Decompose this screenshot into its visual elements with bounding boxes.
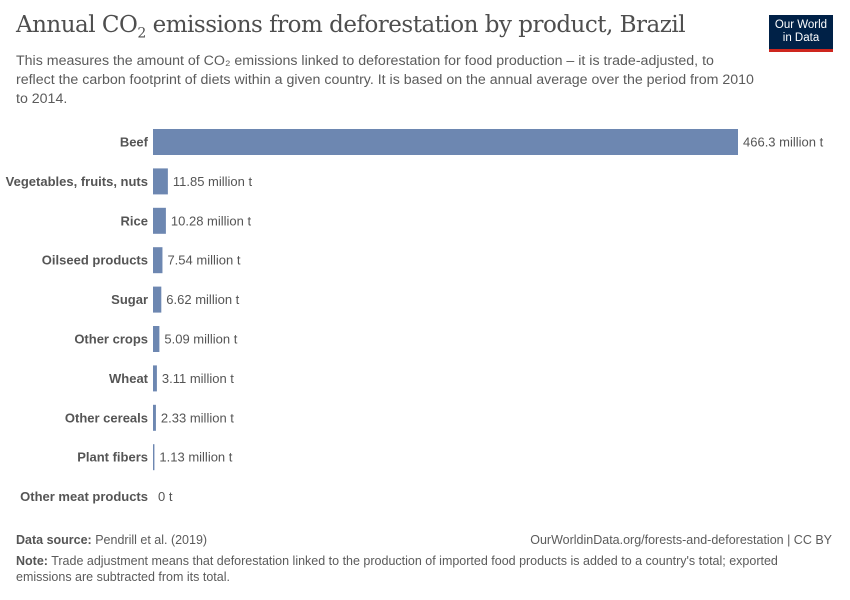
bar[interactable] <box>153 326 160 352</box>
value-label: 7.54 million t <box>167 253 240 268</box>
chart-subtitle: This measures the amount of CO₂ emission… <box>16 53 754 107</box>
value-label: 6.62 million t <box>166 292 239 307</box>
bar[interactable] <box>153 247 163 274</box>
category-label: Plant fibers <box>77 450 148 465</box>
chart-title: Annual CO2 emissions from deforestation … <box>16 12 686 42</box>
category-label: Other meat products <box>20 489 148 504</box>
value-label: 10.28 million t <box>171 213 252 228</box>
category-label: Vegetables, fruits, nuts <box>6 174 148 189</box>
value-label: 2.33 million t <box>161 410 234 425</box>
bar[interactable] <box>153 365 157 392</box>
bar[interactable] <box>153 207 166 234</box>
category-label: Beef <box>120 135 149 150</box>
source-url-link[interactable]: OurWorldinData.org/forests-and-deforesta… <box>530 533 832 547</box>
category-label: Oilseed products <box>42 253 148 268</box>
value-label: 3.11 million t <box>162 371 234 386</box>
value-label: 466.3 million t <box>743 135 824 150</box>
bar[interactable] <box>153 404 156 431</box>
category-label: Sugar <box>111 292 148 307</box>
bar[interactable] <box>153 444 155 471</box>
value-label: 11.85 million t <box>173 174 253 189</box>
data-source: Data source: Pendrill et al. (2019) <box>16 533 208 547</box>
category-label: Other cereals <box>65 410 148 425</box>
value-label: 5.09 million t <box>164 332 237 347</box>
footnote: Note: Trade adjustment means that defore… <box>16 554 778 584</box>
bar[interactable] <box>153 129 738 155</box>
bar[interactable] <box>153 168 168 195</box>
category-label: Wheat <box>109 371 149 386</box>
category-label: Rice <box>121 213 148 228</box>
category-label: Other crops <box>74 332 148 347</box>
value-label: 1.13 million t <box>159 450 232 465</box>
owid-logo[interactable]: Our World in Data <box>769 15 833 52</box>
bar[interactable] <box>153 286 162 313</box>
value-label: 0 t <box>158 489 173 504</box>
